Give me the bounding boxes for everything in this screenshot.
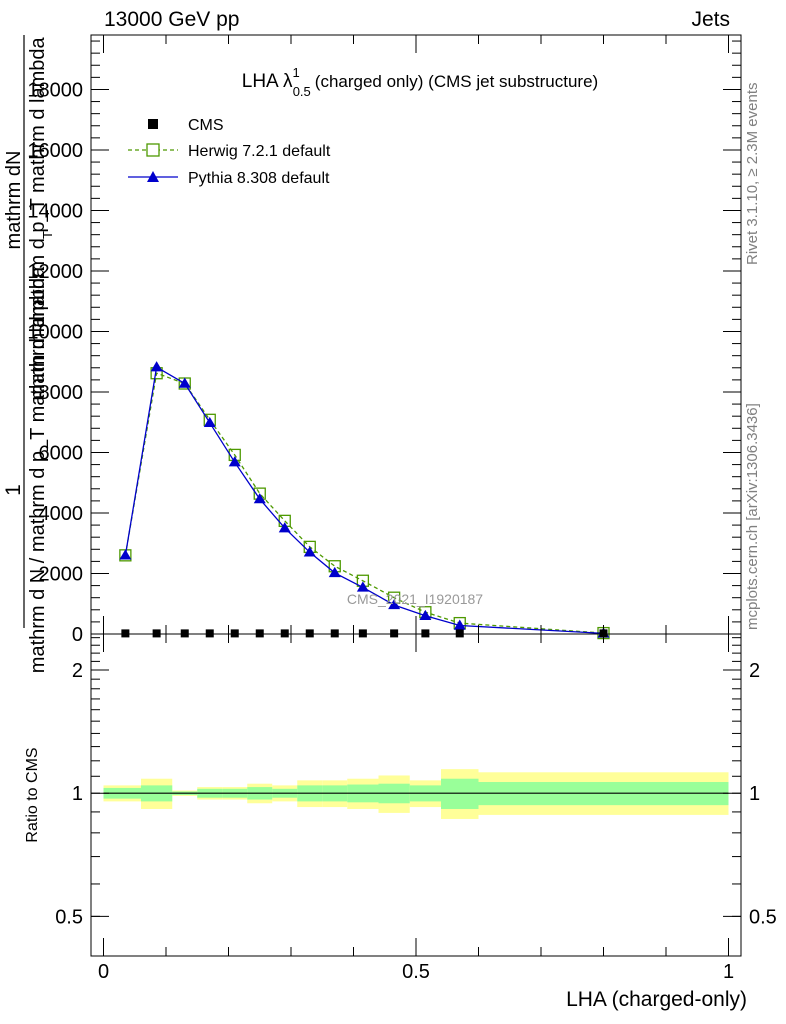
legend-label: CMS xyxy=(188,117,224,134)
series-line-2 xyxy=(124,366,604,635)
cms-data-point xyxy=(280,629,289,638)
x-tick-label: 0.5 xyxy=(402,961,430,983)
cms-data-point xyxy=(455,629,464,638)
cms-data-point xyxy=(205,629,214,638)
pythia-data-point xyxy=(328,566,341,578)
legend-marker-cms xyxy=(148,119,158,129)
pythia-data-point xyxy=(203,416,216,428)
ratio-y-tick-label-right: 1 xyxy=(749,783,760,805)
main-y-tick-label: 18000 xyxy=(27,79,83,101)
legend-marker-pythia xyxy=(147,171,159,182)
main-y-tick-label: 8000 xyxy=(39,382,84,404)
legend-marker-herwig xyxy=(146,143,160,157)
x-axis-label: LHA (charged-only) xyxy=(566,988,747,1011)
main-y-tick-label: 6000 xyxy=(39,442,84,464)
pythia-data-point xyxy=(119,549,132,560)
ylabel-fragment: mathrm d p xyxy=(27,299,49,400)
main-plot-title: LHA λ1 0.5 (charged only) (CMS jet substru… xyxy=(242,65,598,99)
ratio-plot-frame xyxy=(90,633,742,957)
title-main: LHA λ xyxy=(242,71,293,92)
cms-data-point xyxy=(390,629,399,638)
main-y-tick-label: 2000 xyxy=(39,563,84,585)
cms-data-point xyxy=(358,629,367,638)
main-y-tick-label: 10000 xyxy=(27,321,83,343)
main-y-tick-label: 16000 xyxy=(27,140,83,162)
cms-data-point xyxy=(180,629,189,638)
main-y-tick-label: 0 xyxy=(72,624,83,646)
pythia-data-point xyxy=(356,581,369,592)
main-y-tick-label: 12000 xyxy=(27,261,83,283)
pythia-data-point xyxy=(178,377,191,388)
main-series-layer xyxy=(119,361,610,640)
ratio-y-axis-label: Ratio to CMS xyxy=(24,747,41,842)
cms-data-point xyxy=(305,629,314,638)
ratio-y-tick-label-left: 0.5 xyxy=(55,906,83,928)
ylabel-inner-numerator: mathrm dN xyxy=(3,151,25,250)
ratio-y-tick-label-right: 0.5 xyxy=(749,906,777,928)
cms-data-point xyxy=(330,629,339,638)
cms-data-point xyxy=(421,629,430,638)
ratio-inner-band-bin xyxy=(441,778,479,809)
pythia-data-point xyxy=(253,493,266,504)
main-y-tick-label: 14000 xyxy=(27,200,83,222)
title-subscript: 0.5 xyxy=(293,84,311,99)
title-rest: (charged only) (CMS jet substructure) xyxy=(315,72,598,91)
pythia-data-point xyxy=(278,522,291,533)
pythia-data-point xyxy=(303,546,316,557)
pythia-data-point xyxy=(388,598,401,610)
ylabel-denominator: mathrm d N / mathrm d p_T mathrm d lambd… xyxy=(27,266,49,673)
pythia-data-point xyxy=(419,609,432,621)
ylabel-fraction-numerator: 1 xyxy=(2,484,25,496)
ratio-y-tick-label-left: 1 xyxy=(72,783,83,805)
main-y-axis-label: 1 mathrm d N / mathrm d p_T mathrm d lamb… xyxy=(2,35,55,673)
legend-label: Pythia 8.308 default xyxy=(188,170,330,187)
x-tick-label: 1 xyxy=(723,961,734,983)
main-plot-panel: 0 2000 4000 6000 8000 10000 12000 14000 16000 180… xyxy=(2,34,742,673)
ratio-y-tick-label-right: 2 xyxy=(749,660,760,682)
pythia-data-point xyxy=(150,361,163,372)
cms-data-point xyxy=(152,629,161,638)
pythia-data-point xyxy=(453,619,466,630)
legend-label: Herwig 7.2.1 default xyxy=(188,143,331,160)
process-label: 13000 GeV pp xyxy=(104,8,240,31)
main-ticks-layer: 0 2000 4000 6000 8000 10000 12000 14000 16000 180… xyxy=(27,35,741,646)
analysis-category-label: Jets xyxy=(691,8,730,31)
title-superscript: 1 xyxy=(292,65,299,80)
ratio-ticks-layer: 0.5 0.5 1 1 2 2 0 0.5 1 xyxy=(55,634,777,983)
ylabel-inner-denominator: mathrm d p_T mathrm d lambda xyxy=(27,36,49,322)
x-tick-label: 0 xyxy=(98,961,109,983)
ratio-bands-layer xyxy=(103,769,729,819)
main-legend: CMS Herwig 7.2.1 default Pythia 8.308 defa… xyxy=(128,117,331,187)
pythia-data-point xyxy=(228,456,241,467)
ylabel-subscript: T xyxy=(40,231,55,239)
cms-data-point xyxy=(255,629,264,638)
cms-data-point xyxy=(121,629,130,638)
ratio-plot-panel: 0.5 0.5 1 1 2 2 0 0.5 1 Ratio to CMS LHA (charge… xyxy=(24,633,777,1011)
main-y-tick-label: 4000 xyxy=(39,503,84,525)
watermark-label: CMS_2021_I1920187 xyxy=(347,591,483,607)
ratio-y-tick-label-left: 2 xyxy=(72,660,83,682)
cms-data-point xyxy=(230,629,239,638)
